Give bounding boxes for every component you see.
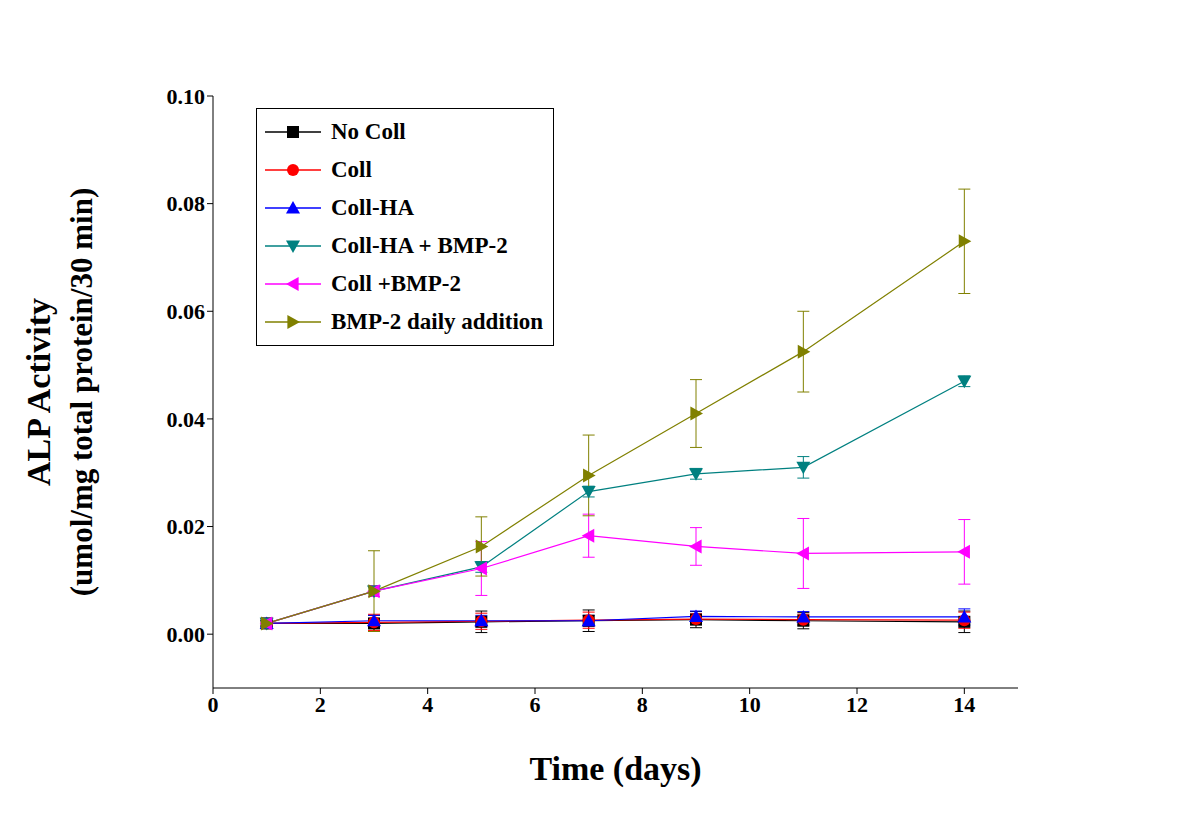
svg-text:10: 10 (739, 692, 761, 717)
svg-text:(umol/mg total protein/30 min): (umol/mg total protein/30 min) (64, 188, 99, 596)
svg-text:8: 8 (637, 692, 648, 717)
html-text:Coll-HA: Coll-HA (331, 195, 415, 220)
svg-text:0.10: 0.10 (167, 84, 206, 109)
svg-text:0.06: 0.06 (167, 299, 206, 324)
svg-text:ALP Activity: ALP Activity (20, 298, 57, 486)
svg-text:0: 0 (208, 692, 219, 717)
svg-text:2: 2 (315, 692, 326, 717)
svg-text:6: 6 (530, 692, 541, 717)
html-text:BMP-2 daily addition: BMP-2 daily addition (331, 309, 544, 334)
svg-text:Time (days): Time (days) (529, 750, 701, 788)
svg-text:4: 4 (422, 692, 433, 717)
html-text:Coll-HA + BMP-2: Coll-HA + BMP-2 (331, 233, 508, 258)
svg-text:12: 12 (846, 692, 868, 717)
html-text:Coll +BMP-2: Coll +BMP-2 (331, 271, 461, 296)
svg-text:0.02: 0.02 (167, 514, 206, 539)
html-text:No Coll: No Coll (331, 119, 406, 144)
svg-text:14: 14 (953, 692, 975, 717)
svg-text:0.00: 0.00 (167, 622, 206, 647)
html-text:Coll: Coll (331, 157, 372, 182)
svg-text:0.04: 0.04 (167, 407, 206, 432)
svg-text:0.08: 0.08 (167, 191, 206, 216)
